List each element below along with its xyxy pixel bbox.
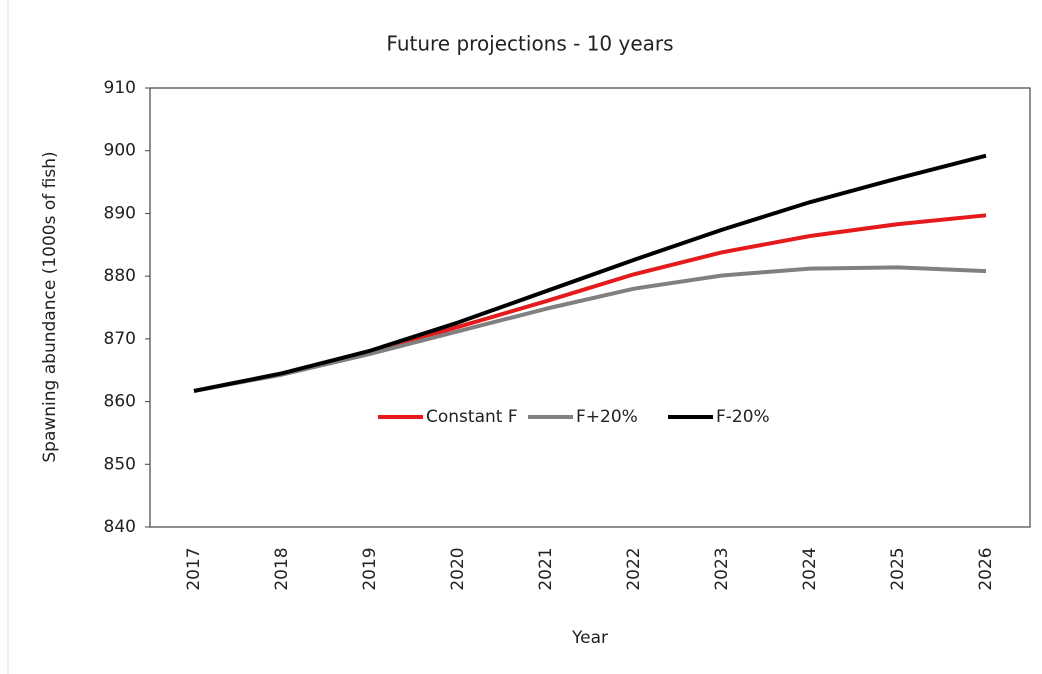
y-tick-label: 910 (104, 78, 136, 98)
x-tick-label: 2021 (536, 547, 556, 590)
y-tick-label: 840 (104, 517, 136, 537)
chart-title: Future projections - 10 years (386, 32, 673, 56)
legend-label: F+20% (576, 407, 638, 427)
y-tick-label: 870 (104, 329, 136, 349)
y-tick-label: 850 (104, 454, 136, 474)
plot-area (149, 87, 1031, 528)
y-tick-label: 880 (104, 266, 136, 286)
x-tick-label: 2017 (184, 547, 204, 590)
y-tick-label: 860 (104, 392, 136, 412)
series-line (193, 265, 987, 393)
y-tick-label: 900 (104, 141, 136, 161)
series-line (193, 153, 987, 393)
x-tick-label: 2023 (712, 547, 732, 590)
x-tick-label: 2018 (272, 547, 292, 590)
x-tick-label: 2022 (624, 547, 644, 590)
x-tick-label: 2024 (800, 547, 820, 590)
y-tick-label: 890 (104, 203, 136, 223)
x-tick-label: 2026 (976, 547, 996, 590)
x-axis-label: Year (571, 628, 608, 648)
legend-label: Constant F (426, 407, 518, 427)
legend-label: F-20% (716, 407, 770, 427)
x-tick-label: 2025 (888, 547, 908, 590)
y-axis-label: Spawning abundance (1000s of fish) (40, 151, 60, 462)
x-tick-label: 2020 (448, 547, 468, 590)
x-tick-label: 2019 (360, 547, 380, 590)
